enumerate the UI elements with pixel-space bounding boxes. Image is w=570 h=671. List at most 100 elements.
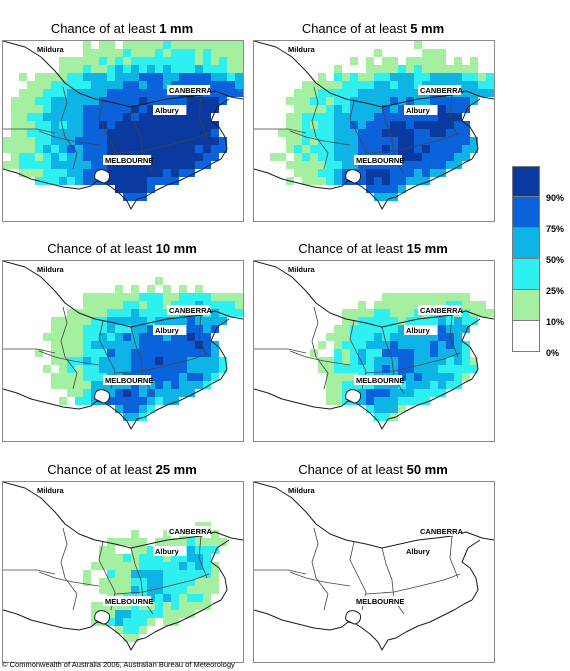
grid-cell — [51, 145, 59, 153]
grid-cell — [406, 113, 414, 121]
grid-cell — [107, 145, 115, 153]
grid-cell — [342, 153, 350, 161]
grid-cell — [107, 610, 115, 618]
grid-cell — [147, 49, 155, 57]
grid-cell — [59, 129, 67, 137]
grid-cell — [163, 578, 171, 586]
grid-cell — [430, 349, 438, 357]
panel-title-10mm: Chance of at least 10 mm — [47, 241, 197, 256]
grid-cell — [302, 121, 310, 129]
grid-cell — [438, 365, 446, 373]
grid-cell — [67, 145, 75, 153]
district-boundary — [311, 306, 329, 390]
grid-cell — [107, 349, 115, 357]
grid-cell — [414, 169, 422, 177]
grid-cell — [342, 113, 350, 121]
grid-cell — [131, 405, 139, 413]
grid-cell — [179, 554, 187, 562]
grid-cell — [358, 177, 366, 185]
grid-cell — [67, 161, 75, 169]
grid-cell — [398, 185, 406, 193]
grid-cell — [171, 397, 179, 405]
grid-cell — [342, 81, 350, 89]
grid-cell — [438, 129, 446, 137]
grid-cell — [219, 73, 227, 81]
grid-cell — [382, 325, 390, 333]
grid-cell — [147, 285, 155, 293]
grid-cell — [11, 145, 19, 153]
grid-cell — [147, 405, 155, 413]
grid-cell — [147, 357, 155, 365]
grid-cell — [326, 381, 334, 389]
grid-cell — [131, 293, 139, 301]
grid-cell — [219, 145, 227, 153]
grid-cell — [203, 349, 211, 357]
grid-cell — [163, 41, 171, 49]
grid-cell — [398, 113, 406, 121]
grid-cell — [163, 562, 171, 570]
grid-cell — [155, 153, 163, 161]
grid-cell — [326, 129, 334, 137]
grid-cell — [318, 169, 326, 177]
grid-cell — [342, 161, 350, 169]
grid-cell — [366, 349, 374, 357]
grid-cell — [414, 389, 422, 397]
grid-cell — [171, 129, 179, 137]
grid-cell — [147, 301, 155, 309]
grid-cell — [414, 293, 422, 301]
grid-cell — [123, 137, 131, 145]
grid-cell — [171, 153, 179, 161]
grid-cell — [438, 333, 446, 341]
grid-cell — [227, 65, 235, 73]
grid-cell — [67, 309, 75, 317]
state-border — [461, 318, 481, 380]
city-label-mildura: Mildura — [37, 45, 64, 54]
grid-cell — [171, 389, 179, 397]
grid-cell — [398, 73, 406, 81]
grid-cell — [195, 602, 203, 610]
grid-cell — [115, 578, 123, 586]
grid-cell — [398, 309, 406, 317]
grid-cell — [75, 349, 83, 357]
grid-cell — [406, 177, 414, 185]
grid-cell — [171, 341, 179, 349]
grid-cell — [35, 81, 43, 89]
grid-cell — [59, 317, 67, 325]
grid-cell — [163, 341, 171, 349]
grid-cell — [163, 389, 171, 397]
grid-cell — [155, 381, 163, 389]
grid-cell — [115, 285, 123, 293]
grid-cell — [358, 89, 366, 97]
grid-cell — [187, 153, 195, 161]
grid-cell — [139, 578, 147, 586]
grid-cell — [163, 349, 171, 357]
grid-cell — [163, 618, 171, 626]
district-boundary — [60, 527, 78, 611]
grid-cell — [147, 113, 155, 121]
grid-cell — [342, 357, 350, 365]
grid-cell — [430, 113, 438, 121]
grid-cell — [115, 185, 123, 193]
grid-cell — [219, 538, 227, 546]
grid-cell — [310, 137, 318, 145]
grid-cell — [406, 81, 414, 89]
grid-cell — [366, 357, 374, 365]
grid-cell — [139, 317, 147, 325]
grid-cell — [187, 113, 195, 121]
grid-cell — [83, 309, 91, 317]
grid-cell — [390, 341, 398, 349]
grid-cell — [414, 73, 422, 81]
grid-cell — [358, 333, 366, 341]
grid-cell — [99, 309, 107, 317]
grid-cell — [171, 618, 179, 626]
grid-cell — [107, 121, 115, 129]
grid-cell — [438, 145, 446, 153]
grid-cell — [147, 169, 155, 177]
grid-cell — [131, 121, 139, 129]
grid-cell — [171, 177, 179, 185]
grid-cell — [211, 538, 219, 546]
grid-cell — [366, 65, 374, 73]
grid-cell — [155, 137, 163, 145]
grid-cell — [163, 554, 171, 562]
grid-cell — [342, 309, 350, 317]
